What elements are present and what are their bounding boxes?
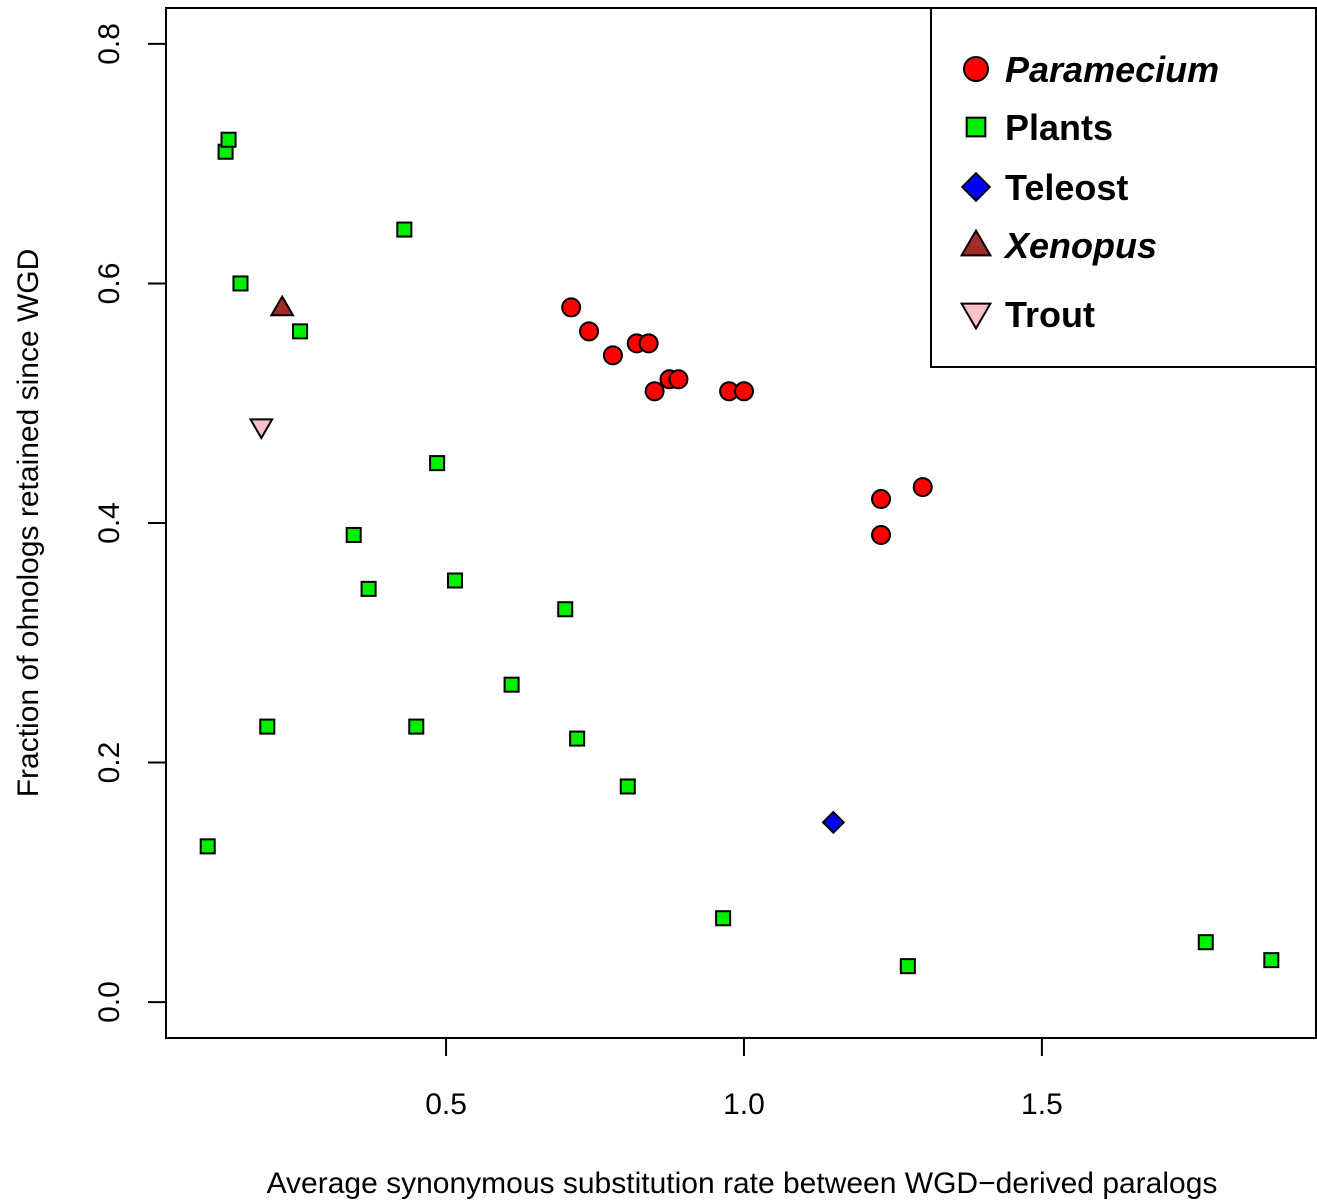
- legend: Paramecium Plants Teleost Xenopus Trout: [930, 7, 1317, 368]
- y-tick-label: 0.4: [93, 502, 126, 544]
- point-trout: [248, 418, 274, 440]
- point-paramecium: [579, 321, 600, 342]
- point-paramecium: [602, 345, 623, 366]
- point-plants: [1263, 952, 1280, 969]
- point-xenopus: [269, 294, 295, 317]
- point-paramecium: [561, 297, 582, 318]
- y-tick-label: 0.6: [93, 263, 126, 305]
- y-axis-label: Fraction of ohnologs retained since WGD: [12, 249, 45, 798]
- point-plants: [557, 601, 574, 618]
- data-points: [199, 131, 1280, 975]
- x-axis: 0.5 1.0 1.5: [425, 1037, 1063, 1121]
- legend-marker-plants: [965, 116, 987, 138]
- point-plants: [715, 910, 732, 927]
- y-tick-label: 0.8: [93, 23, 126, 65]
- point-paramecium: [871, 524, 892, 545]
- point-plants: [345, 526, 362, 543]
- point-plants: [1197, 934, 1214, 951]
- point-plants: [360, 580, 377, 597]
- point-paramecium: [912, 477, 933, 498]
- y-tick-label: 0.2: [93, 742, 126, 784]
- point-plants: [899, 958, 916, 975]
- point-paramecium: [638, 333, 659, 354]
- x-tick-label: 0.5: [425, 1088, 467, 1121]
- point-teleost: [821, 810, 846, 835]
- point-paramecium: [644, 381, 665, 402]
- point-paramecium: [668, 369, 689, 390]
- point-plants: [232, 275, 249, 292]
- legend-marker-trout: [959, 302, 993, 331]
- legend-label-xenopus: Xenopus: [1003, 225, 1157, 266]
- x-tick-label: 1.5: [1021, 1088, 1063, 1121]
- point-plants: [259, 718, 276, 735]
- point-plants: [396, 221, 413, 238]
- point-plants: [429, 455, 446, 472]
- point-plants: [220, 131, 237, 148]
- point-plants: [619, 778, 636, 795]
- legend-label-paramecium: Paramecium: [1005, 49, 1219, 90]
- legend-marker-xenopus: [959, 228, 993, 257]
- point-paramecium: [733, 381, 754, 402]
- point-plants: [569, 730, 586, 747]
- legend-marker-teleost: [960, 171, 992, 203]
- point-plants: [503, 676, 520, 693]
- legend-box: [930, 7, 1317, 368]
- point-plants: [292, 323, 309, 340]
- point-plants: [199, 838, 216, 855]
- point-paramecium: [871, 489, 892, 510]
- legend-marker-paramecium: [963, 56, 989, 82]
- legend-label-plants: Plants: [1005, 107, 1113, 148]
- y-tick-label: 0.0: [93, 981, 126, 1023]
- x-tick-label: 1.0: [723, 1088, 765, 1121]
- x-axis-label: Average synonymous substitution rate bet…: [267, 1167, 1218, 1200]
- y-axis: 0.0 0.2 0.4 0.6 0.8: [93, 23, 167, 1023]
- legend-label-trout: Trout: [1005, 294, 1095, 335]
- point-plants: [446, 572, 464, 589]
- point-plants: [408, 718, 425, 735]
- legend-label-teleost: Teleost: [1005, 167, 1128, 208]
